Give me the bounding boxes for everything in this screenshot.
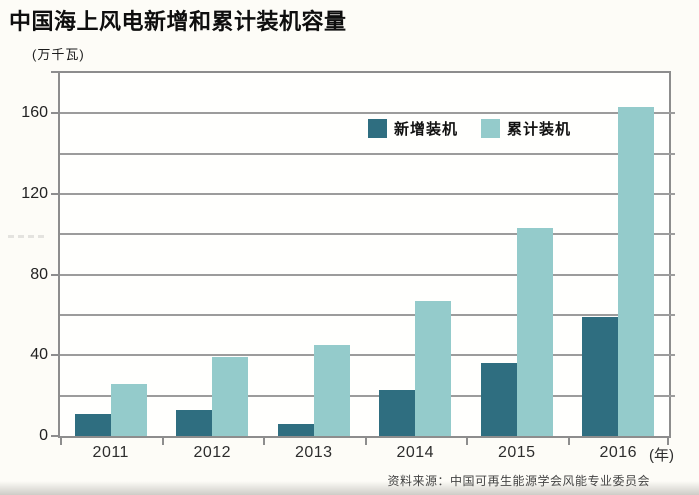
bar-累计装机-2011 xyxy=(110,383,147,436)
legend-item-新增装机: 新增装机 xyxy=(368,118,458,139)
bar-group-2011 xyxy=(60,73,162,436)
y-axis-tick xyxy=(51,193,60,195)
y-axis-unit-label: (万千瓦) xyxy=(32,47,85,62)
y-tick-label-0: 0 xyxy=(39,427,48,444)
x-axis-tick xyxy=(263,436,265,445)
plot-area: 新增装机 累计装机 xyxy=(51,71,675,445)
gridline xyxy=(60,394,675,397)
gridline xyxy=(60,273,675,276)
bar-新增装机-2015 xyxy=(480,363,517,436)
y-axis-tick xyxy=(51,354,60,357)
x-axis-tick xyxy=(567,436,570,445)
gridline xyxy=(60,152,675,155)
legend-label: 累计装机 xyxy=(507,121,572,138)
bar-新增装机-2011 xyxy=(74,413,111,436)
gridline xyxy=(60,233,675,236)
y-axis-tick xyxy=(51,435,60,437)
legend-swatch-icon xyxy=(368,119,387,138)
bar-累计装机-2015 xyxy=(516,228,553,436)
page-bottom-shadow xyxy=(0,481,699,495)
legend-item-累计装机: 累计装机 xyxy=(481,118,571,139)
chart-title: 中国海上风电新增和累计装机容量 xyxy=(9,9,347,34)
chart-legend: 新增装机 累计装机 xyxy=(368,118,571,139)
y-tick-label-80: 80 xyxy=(30,265,48,283)
x-axis-tick xyxy=(60,436,62,445)
x-tick-label-2013: 2013 xyxy=(294,444,333,461)
x-axis-tick xyxy=(161,436,164,445)
bar-group-2013 xyxy=(263,73,365,436)
gridline xyxy=(60,354,675,357)
x-axis-tick xyxy=(364,436,367,445)
x-tick-label-2015: 2015 xyxy=(497,444,536,461)
bar-累计装机-2014 xyxy=(415,300,451,436)
x-tick-label-2014: 2014 xyxy=(396,444,435,461)
bar-group-2014 xyxy=(365,73,467,436)
x-axis-tick xyxy=(466,436,468,445)
y-axis-tick xyxy=(51,273,60,276)
gridline xyxy=(60,112,675,115)
x-axis-tick xyxy=(667,436,669,445)
bar-累计装机-2012 xyxy=(212,357,248,436)
gridline xyxy=(60,193,675,195)
y-axis-tick-labels: 0 40 80 120 160 xyxy=(0,71,48,444)
legend-label: 新增装机 xyxy=(394,121,459,138)
bar-新增装机-2012 xyxy=(176,409,212,436)
y-tick-label-40: 40 xyxy=(30,346,48,364)
x-axis-labels: (年) 2011 2012 2013 2014 2015 2016 xyxy=(58,444,699,464)
bar-新增装机-2014 xyxy=(379,389,415,436)
y-axis-tick xyxy=(51,112,60,115)
bar-group-2015 xyxy=(466,73,568,436)
bar-新增装机-2016 xyxy=(582,317,618,436)
x-tick-label-2016: 2016 xyxy=(599,444,638,461)
y-tick-label-120: 120 xyxy=(21,185,48,202)
bar-累计装机-2013 xyxy=(313,345,350,436)
faint-dashes-artifact xyxy=(8,235,44,238)
y-tick-label-160: 160 xyxy=(21,104,48,122)
y-axis-tick xyxy=(51,71,60,73)
legend-swatch-icon xyxy=(481,119,501,138)
bar-新增装机-2013 xyxy=(277,423,314,436)
x-tick-label-2012: 2012 xyxy=(193,444,232,461)
x-axis-unit-label: (年) xyxy=(649,447,674,464)
bar-group-2016 xyxy=(568,73,670,436)
source-note: 资料来源：中国可再生能源学会风能专业委员会 xyxy=(387,472,650,489)
gridline xyxy=(60,314,675,316)
bar-group-2012 xyxy=(162,73,264,436)
x-tick-label-2011: 2011 xyxy=(92,444,129,461)
bar-累计装机-2016 xyxy=(618,107,654,436)
